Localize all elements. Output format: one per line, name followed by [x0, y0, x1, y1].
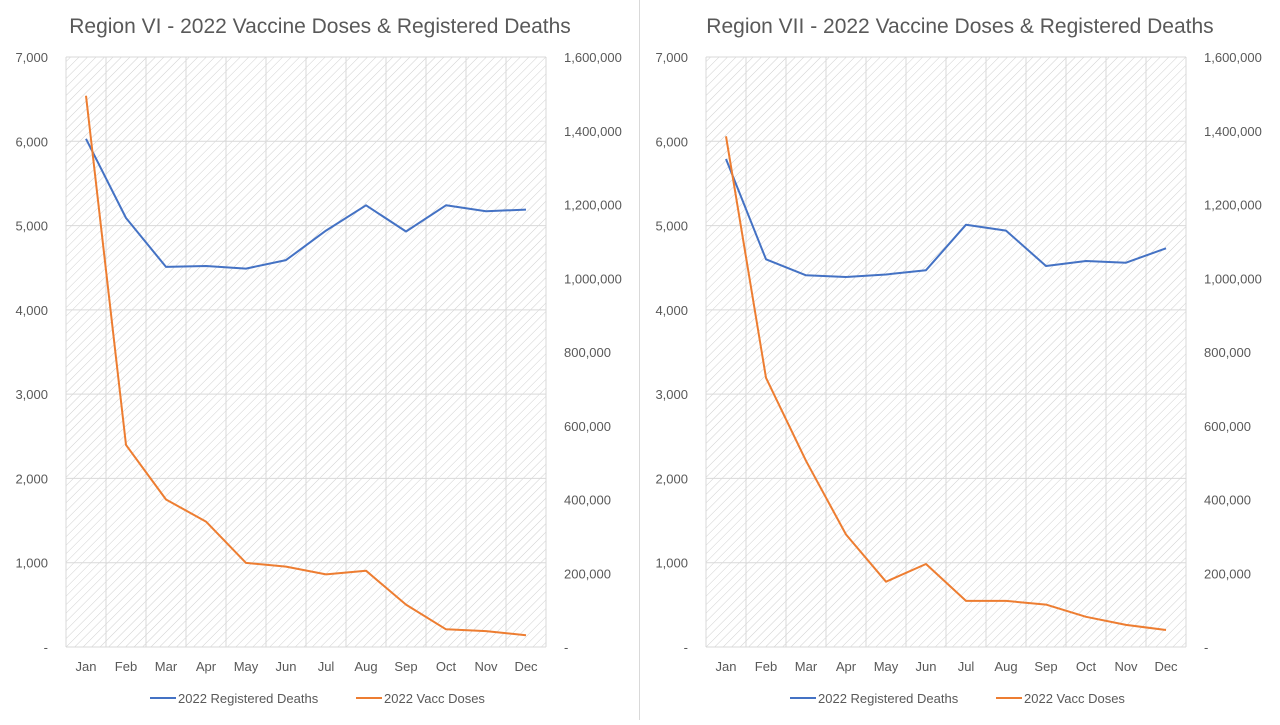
x-tick-label: Dec: [1154, 659, 1178, 674]
y-left-tick-label: 2,000: [15, 471, 48, 486]
y-right-tick-label: 200,000: [1204, 566, 1251, 581]
x-tick-label: Feb: [755, 659, 777, 674]
legend-label: 2022 Vacc Doses: [1024, 691, 1125, 706]
y-right-tick-label: 1,200,000: [564, 198, 622, 213]
x-tick-label: Jan: [716, 659, 737, 674]
y-right-tick-label: 1,600,000: [1204, 50, 1262, 65]
y-left-tick-label: 7,000: [15, 50, 48, 65]
x-tick-label: May: [234, 659, 259, 674]
panel-divider: [639, 0, 640, 720]
x-tick-label: Sep: [394, 659, 417, 674]
y-left-tick-label: 1,000: [15, 556, 48, 571]
y-right-tick-label: 800,000: [564, 345, 611, 360]
y-left-tick-label: 5,000: [15, 219, 48, 234]
x-tick-label: Jul: [958, 659, 975, 674]
series-line-registered-deaths: [725, 158, 1167, 278]
x-tick-label: Jan: [76, 659, 97, 674]
legend-label: 2022 Vacc Doses: [384, 691, 485, 706]
y-left-tick-label: -: [684, 640, 688, 655]
x-tick-label: Jun: [276, 659, 297, 674]
x-tick-label: Sep: [1034, 659, 1057, 674]
y-right-tick-label: 1,600,000: [564, 50, 622, 65]
y-right-tick-label: 200,000: [564, 566, 611, 581]
x-tick-label: Jul: [318, 659, 335, 674]
y-right-tick-label: 1,000,000: [564, 271, 622, 286]
y-left-tick-label: 6,000: [655, 134, 688, 149]
y-right-tick-label: 1,200,000: [1204, 198, 1262, 213]
series-line-vacc-doses: [725, 136, 1167, 631]
y-right-tick-label: 800,000: [1204, 345, 1251, 360]
y-left-tick-label: 6,000: [15, 134, 48, 149]
legend-label: 2022 Registered Deaths: [178, 691, 319, 706]
x-tick-label: Aug: [354, 659, 377, 674]
chart-title: Region VI - 2022 Vaccine Doses & Registe…: [69, 15, 571, 38]
y-right-tick-label: 400,000: [1204, 493, 1251, 508]
x-tick-label: Oct: [436, 659, 457, 674]
x-tick-label: Apr: [836, 659, 857, 674]
chart-panel-region-vi: Region VI - 2022 Vaccine Doses & Registe…: [0, 0, 639, 720]
y-left-tick-label: 4,000: [15, 303, 48, 318]
x-tick-label: Feb: [115, 659, 137, 674]
y-left-tick-label: 2,000: [655, 471, 688, 486]
y-left-tick-label: 3,000: [15, 387, 48, 402]
x-tick-label: Oct: [1076, 659, 1097, 674]
y-right-tick-label: 600,000: [1204, 419, 1251, 434]
chart-title: Region VII - 2022 Vaccine Doses & Regist…: [706, 15, 1213, 38]
x-tick-label: Jun: [916, 659, 937, 674]
x-tick-label: Nov: [474, 659, 498, 674]
x-tick-label: Mar: [155, 659, 178, 674]
y-left-tick-label: 5,000: [655, 219, 688, 234]
y-right-tick-label: 600,000: [564, 419, 611, 434]
x-tick-label: Dec: [514, 659, 538, 674]
y-left-tick-label: 4,000: [655, 303, 688, 318]
x-tick-label: May: [874, 659, 899, 674]
chart-region-vii: Region VII - 2022 Vaccine Doses & Regist…: [655, 15, 1262, 706]
y-left-tick-label: 3,000: [655, 387, 688, 402]
chart-panel-region-vii: Region VII - 2022 Vaccine Doses & Regist…: [640, 0, 1280, 720]
y-left-tick-label: 7,000: [655, 50, 688, 65]
y-right-tick-label: 1,000,000: [1204, 271, 1262, 286]
y-right-tick-label: -: [1204, 640, 1208, 655]
y-right-tick-label: -: [564, 640, 568, 655]
y-right-tick-label: 400,000: [564, 493, 611, 508]
series-line-vacc-doses: [85, 95, 527, 637]
y-right-tick-label: 1,400,000: [1204, 124, 1262, 139]
y-right-tick-label: 1,400,000: [564, 124, 622, 139]
y-left-tick-label: 1,000: [655, 556, 688, 571]
chart-region-vi: Region VI - 2022 Vaccine Doses & Registe…: [15, 15, 622, 706]
series-line-registered-deaths: [85, 138, 527, 270]
y-left-tick-label: -: [44, 640, 48, 655]
x-tick-label: Mar: [795, 659, 818, 674]
legend-label: 2022 Registered Deaths: [818, 691, 959, 706]
x-tick-label: Apr: [196, 659, 217, 674]
x-tick-label: Aug: [994, 659, 1017, 674]
x-tick-label: Nov: [1114, 659, 1138, 674]
